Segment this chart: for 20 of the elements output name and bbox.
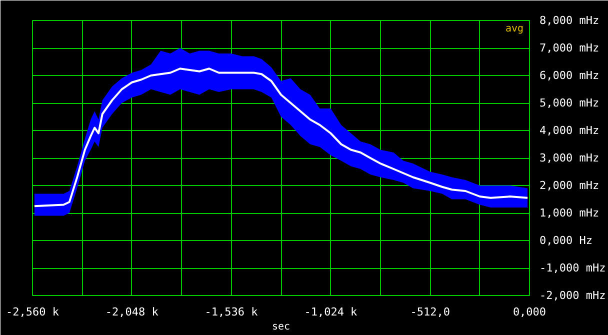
x-tick-label: -2,560 k — [6, 306, 60, 318]
y-tick-label: 3,000 mHz — [540, 152, 600, 164]
x-tick-label: -1,536 k — [204, 306, 258, 318]
y-tick-label: 5,000 mHz — [540, 96, 600, 110]
annotation: avg — [505, 24, 524, 34]
line-series — [33, 68, 529, 208]
y-tick-label: -1,000 mHz — [540, 262, 606, 274]
y-tick-label: 7,000 mHz — [540, 42, 600, 54]
y-tick-label: 4,000 mHz — [540, 124, 600, 137]
y-tick-label: 8,000 mHz — [540, 14, 600, 27]
y-tick-label: 0,000 Hz — [540, 234, 592, 247]
x-tick-label: 0,000 — [512, 306, 546, 318]
x-tick-label: -1,024 k — [304, 306, 358, 318]
y-tick-label: -2,000 mHz — [540, 289, 606, 302]
y-tick-label: 2,000 mHz — [540, 179, 600, 192]
x-tick-label: -512,0 — [410, 306, 450, 318]
y-tick-label: 6,000 mHz — [540, 69, 600, 82]
x-tick-label: -2,048 k — [105, 306, 159, 318]
x-axis-title: sec — [272, 322, 290, 332]
y-tick-label: 1,000 mHz — [540, 206, 600, 220]
